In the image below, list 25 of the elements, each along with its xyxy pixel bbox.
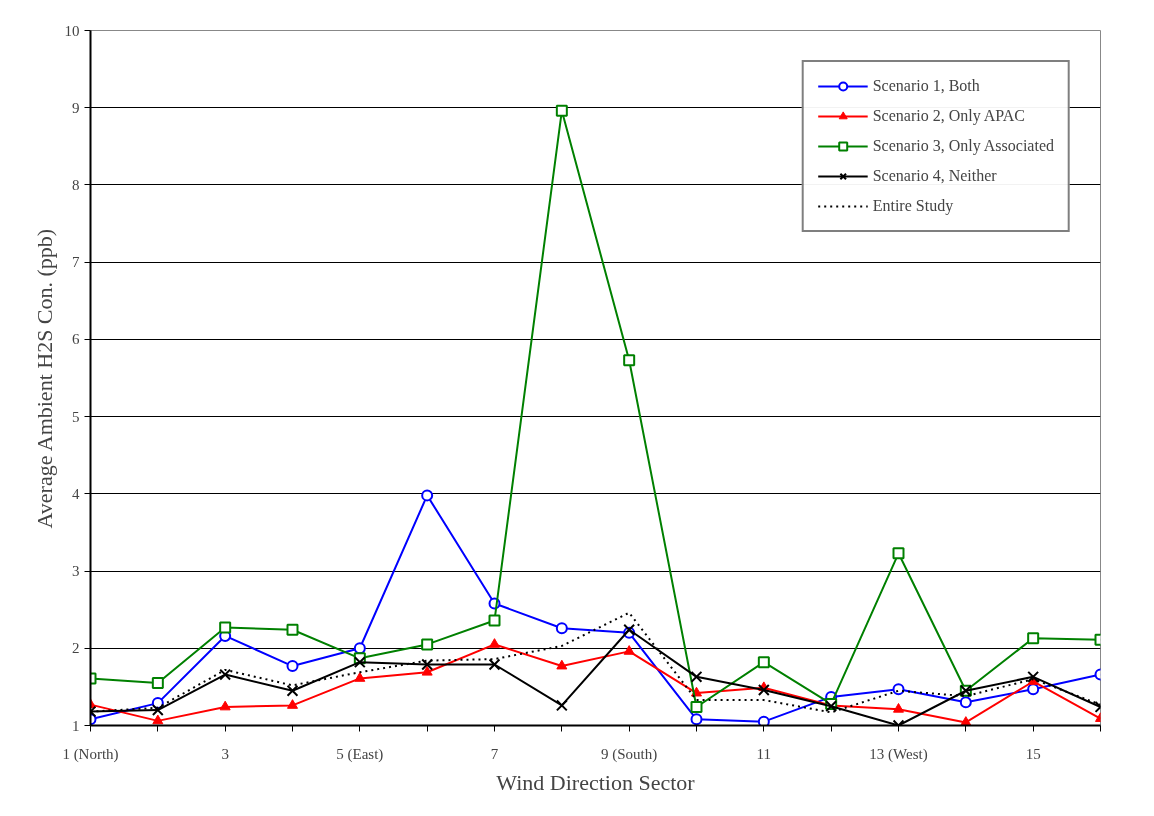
y-tick-label: 8	[72, 176, 80, 193]
y-tick-label: 3	[72, 563, 80, 580]
y-tick-label: 9	[72, 99, 80, 116]
x-tick-label: 15	[1025, 745, 1041, 762]
y-tick-label: 5	[72, 408, 80, 425]
legend-label: Scenario 1, Both	[872, 77, 980, 95]
y-tick-label: 7	[72, 254, 80, 271]
x-tick-label: 1 (North)	[62, 745, 119, 763]
legend-label: Scenario 3, Only Associated	[872, 137, 1054, 155]
y-tick-label: 1	[72, 717, 80, 734]
x-tick-label: 9 (South)	[601, 745, 658, 763]
x-tick-label: 11	[756, 745, 772, 762]
x-tick-label: 5 (East)	[336, 745, 384, 763]
y-tick-label: 6	[72, 331, 80, 348]
x-tick-label: 7	[490, 745, 499, 762]
legend-label: Scenario 2, Only APAC	[872, 107, 1026, 125]
y-tick-label: 4	[72, 485, 80, 502]
x-axis-title: Wind Direction Sector	[496, 769, 696, 795]
y-tick-label: 10	[64, 22, 80, 39]
y-tick-label: 2	[72, 640, 80, 657]
legend-label: Entire Study	[872, 197, 954, 215]
x-tick-label: 3	[221, 745, 229, 762]
x-tick-label: 13 (West)	[869, 745, 928, 763]
y-axis-title: Average Ambient H2S Con. (ppb)	[31, 228, 57, 529]
legend-label: Scenario 4, Neither	[872, 167, 997, 185]
